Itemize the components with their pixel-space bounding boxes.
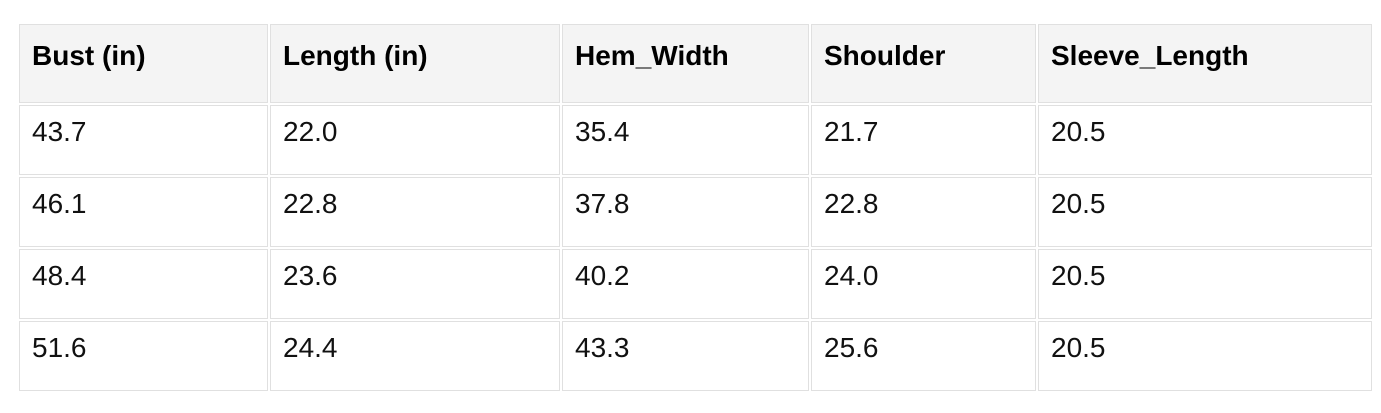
table-cell: 24.4 (270, 321, 560, 391)
table-cell: 37.8 (562, 177, 809, 247)
table-cell: 23.6 (270, 249, 560, 319)
table-row: Bust (in) Length (in) Hem_Width Shoulder… (19, 24, 1372, 103)
table-cell: 20.5 (1038, 321, 1372, 391)
size-chart-container: Bust (in) Length (in) Hem_Width Shoulder… (17, 22, 1374, 393)
table-cell: 21.7 (811, 105, 1036, 175)
table-cell: 35.4 (562, 105, 809, 175)
column-header-bust: Bust (in) (19, 24, 268, 103)
column-header-sleeve-length: Sleeve_Length (1038, 24, 1372, 103)
column-header-length: Length (in) (270, 24, 560, 103)
table-cell: 25.6 (811, 321, 1036, 391)
table-cell: 24.0 (811, 249, 1036, 319)
table-cell: 43.7 (19, 105, 268, 175)
table-header-row: Bust (in) Length (in) Hem_Width Shoulder… (19, 24, 1372, 103)
table-cell: 43.3 (562, 321, 809, 391)
table-body: 43.7 22.0 35.4 21.7 20.5 46.1 22.8 37.8 … (19, 105, 1372, 391)
table-cell: 48.4 (19, 249, 268, 319)
table-cell: 51.6 (19, 321, 268, 391)
table-cell: 46.1 (19, 177, 268, 247)
table-cell: 40.2 (562, 249, 809, 319)
table-cell: 20.5 (1038, 177, 1372, 247)
table-row: 46.1 22.8 37.8 22.8 20.5 (19, 177, 1372, 247)
column-header-shoulder: Shoulder (811, 24, 1036, 103)
table-cell: 22.8 (270, 177, 560, 247)
table-cell: 22.0 (270, 105, 560, 175)
table-row: 48.4 23.6 40.2 24.0 20.5 (19, 249, 1372, 319)
table-row: 51.6 24.4 43.3 25.6 20.5 (19, 321, 1372, 391)
table-cell: 22.8 (811, 177, 1036, 247)
size-chart-table: Bust (in) Length (in) Hem_Width Shoulder… (17, 22, 1374, 393)
table-cell: 20.5 (1038, 249, 1372, 319)
table-cell: 20.5 (1038, 105, 1372, 175)
column-header-hem-width: Hem_Width (562, 24, 809, 103)
table-row: 43.7 22.0 35.4 21.7 20.5 (19, 105, 1372, 175)
